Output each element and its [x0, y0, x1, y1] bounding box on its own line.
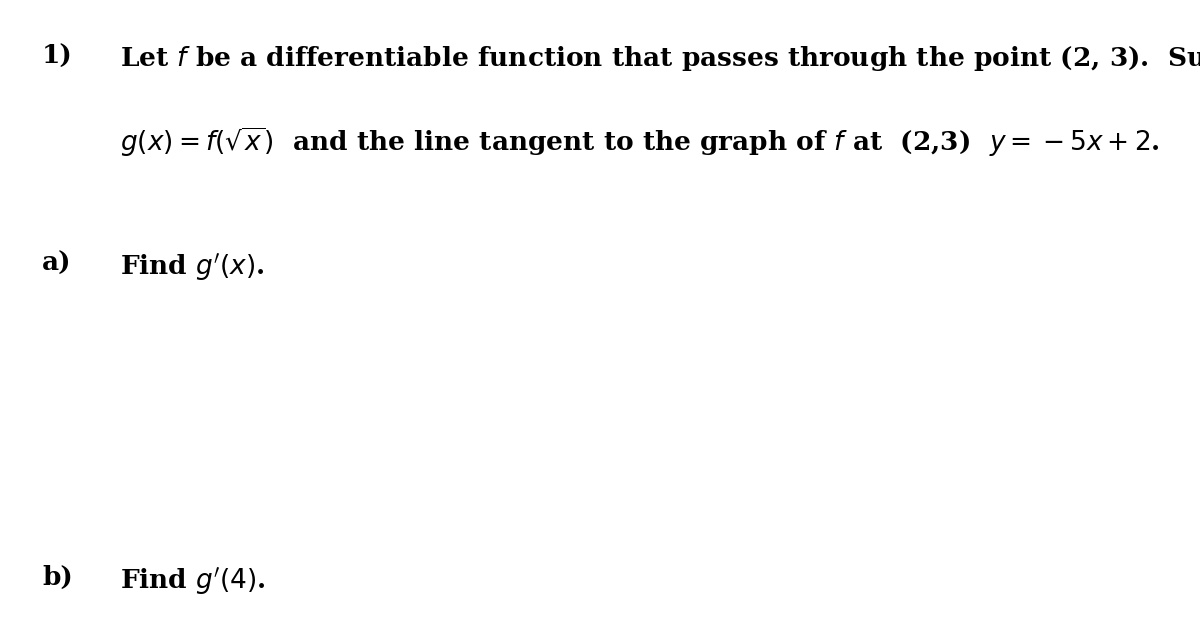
Text: a): a) — [42, 251, 72, 276]
Text: Find $g'(x)$.: Find $g'(x)$. — [120, 251, 264, 283]
Text: $g(x) = f(\sqrt{x})$  and the line tangent to the graph of $f$ at  (2,3)  $y = -: $g(x) = f(\sqrt{x})$ and the line tangen… — [120, 126, 1160, 159]
Text: b): b) — [42, 565, 73, 590]
Text: 1): 1) — [42, 44, 73, 69]
Text: Find $g'(4)$.: Find $g'(4)$. — [120, 565, 265, 597]
Text: Let $f$ be a differentiable function that passes through the point (2, 3).  Supp: Let $f$ be a differentiable function tha… — [120, 44, 1200, 73]
